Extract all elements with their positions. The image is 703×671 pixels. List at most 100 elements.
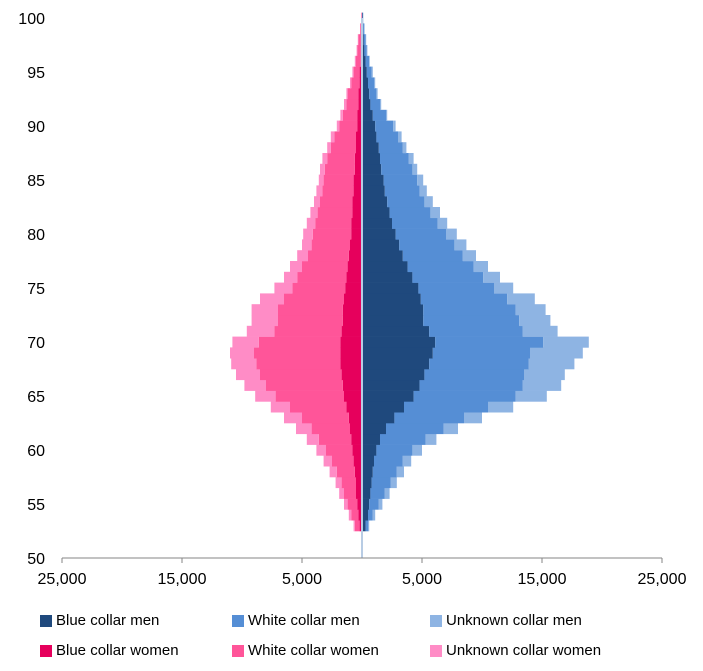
bar-blue-collar-men [362,423,386,435]
bar-unknown-collar-women [316,185,323,197]
bar-white-collar-men [369,88,377,100]
bar-unknown-collar-women [284,412,302,424]
bar-blue-collar-women [351,228,362,240]
bar-unknown-collar-women [320,163,325,175]
bar-blue-collar-women [359,520,362,532]
bar-blue-collar-men [362,239,400,251]
y-tick-label: 55 [27,497,45,514]
bar-blue-collar-women [356,131,362,143]
bar-unknown-collar-men [396,466,404,478]
bar-white-collar-men [412,271,484,283]
bar-blue-collar-men [362,412,395,424]
bar-unknown-collar-women [330,131,335,143]
bar-blue-collar-men [362,142,379,154]
legend-swatch [40,614,52,627]
bar-blue-collar-women [341,325,362,337]
y-tick-label: 60 [27,443,45,460]
bar-blue-collar-women [356,142,362,154]
bar-blue-collar-women [344,293,362,305]
axes [61,18,663,563]
bar-white-collar-women [353,66,360,78]
bar-blue-collar-women [344,390,362,402]
x-tick-label: 15,000 [518,571,567,588]
legend-swatch [430,644,442,657]
bar-unknown-collar-men [425,433,437,445]
bar-blue-collar-women [340,358,362,370]
legend-label: White collar women [248,642,379,659]
bar-white-collar-women [311,239,350,251]
bar-unknown-collar-women [352,66,354,78]
bar-blue-collar-men [362,77,368,89]
bar-blue-collar-men [362,347,433,359]
bar-blue-collar-men [362,369,425,381]
bar-unknown-collar-women [344,498,348,510]
y-tick-label: 95 [27,65,45,82]
bar-blue-collar-men [362,325,430,337]
legend-label: White collar men [248,612,360,629]
bar-unknown-collar-men [380,99,382,111]
bar-blue-collar-men [362,379,420,391]
bar-white-collar-men [423,304,516,316]
y-tick-label: 80 [27,227,45,244]
bar-unknown-collar-men [412,163,418,175]
bar-blue-collar-men [362,88,370,100]
bar-white-collar-women [258,336,341,348]
bar-white-collar-women [347,88,359,100]
population-pyramid-chart: 25,000 15,000 5,000 5,000 15,000 25,000 50 55 60… [18,11,687,588]
bar-blue-collar-men [362,282,419,294]
bar-white-collar-men [420,293,508,305]
bar-blue-collar-women [342,379,362,391]
bar-white-collar-women [292,282,346,294]
bar-unknown-collar-women [284,271,298,283]
bar-white-collar-women [312,228,352,240]
bar-white-collar-men [402,250,463,262]
bar-blue-collar-men [362,520,366,532]
bar-blue-collar-women [347,261,362,273]
bar-unknown-collar-women [350,77,352,89]
bar-blue-collar-men [362,433,380,445]
bar-unknown-collar-men [378,498,383,510]
bar-unknown-collar-women [356,45,358,57]
bar-blue-collar-women [353,455,362,467]
bar-group [230,12,589,532]
bar-blue-collar-women [358,99,362,111]
bar-unknown-collar-men [390,477,397,489]
bar-unknown-collar-women [316,444,326,456]
bar-white-collar-men [368,509,373,521]
bar-blue-collar-women [351,217,362,229]
bar-white-collar-women [356,55,361,67]
bar-white-collar-men [419,379,523,391]
bar-blue-collar-men [362,109,373,121]
bar-blue-collar-women [359,77,362,89]
bar-blue-collar-men [362,185,385,197]
bar-blue-collar-men [362,466,373,478]
bar-white-collar-women [254,347,341,359]
bar-white-collar-women [326,444,353,456]
bar-white-collar-men [368,77,374,89]
bar-unknown-collar-men [522,379,562,391]
bar-unknown-collar-men [515,304,546,316]
bar-white-collar-women [339,120,358,132]
y-tick-label: 75 [27,281,45,298]
bar-unknown-collar-women [244,379,266,391]
x-tick-label: 25,000 [638,571,687,588]
bar-white-collar-men [365,55,370,67]
bar-white-collar-men [432,347,530,359]
legend-item: White collar men [232,612,360,629]
bar-unknown-collar-women [255,390,276,402]
bar-unknown-collar-men [369,55,370,67]
bar-unknown-collar-men [424,196,433,208]
bar-white-collar-men [429,325,523,337]
bar-unknown-collar-men [408,153,414,165]
bar-blue-collar-women [352,444,362,456]
bar-unknown-collar-women [251,315,278,327]
bar-unknown-collar-women [314,196,320,208]
bar-blue-collar-women [354,163,362,175]
bar-blue-collar-women [354,466,362,478]
bar-white-collar-women [344,487,356,499]
bar-white-collar-men [380,433,426,445]
bar-white-collar-women [302,412,349,424]
bar-white-collar-women [320,196,353,208]
bar-white-collar-men [371,477,391,489]
bar-unknown-collar-men [483,271,500,283]
